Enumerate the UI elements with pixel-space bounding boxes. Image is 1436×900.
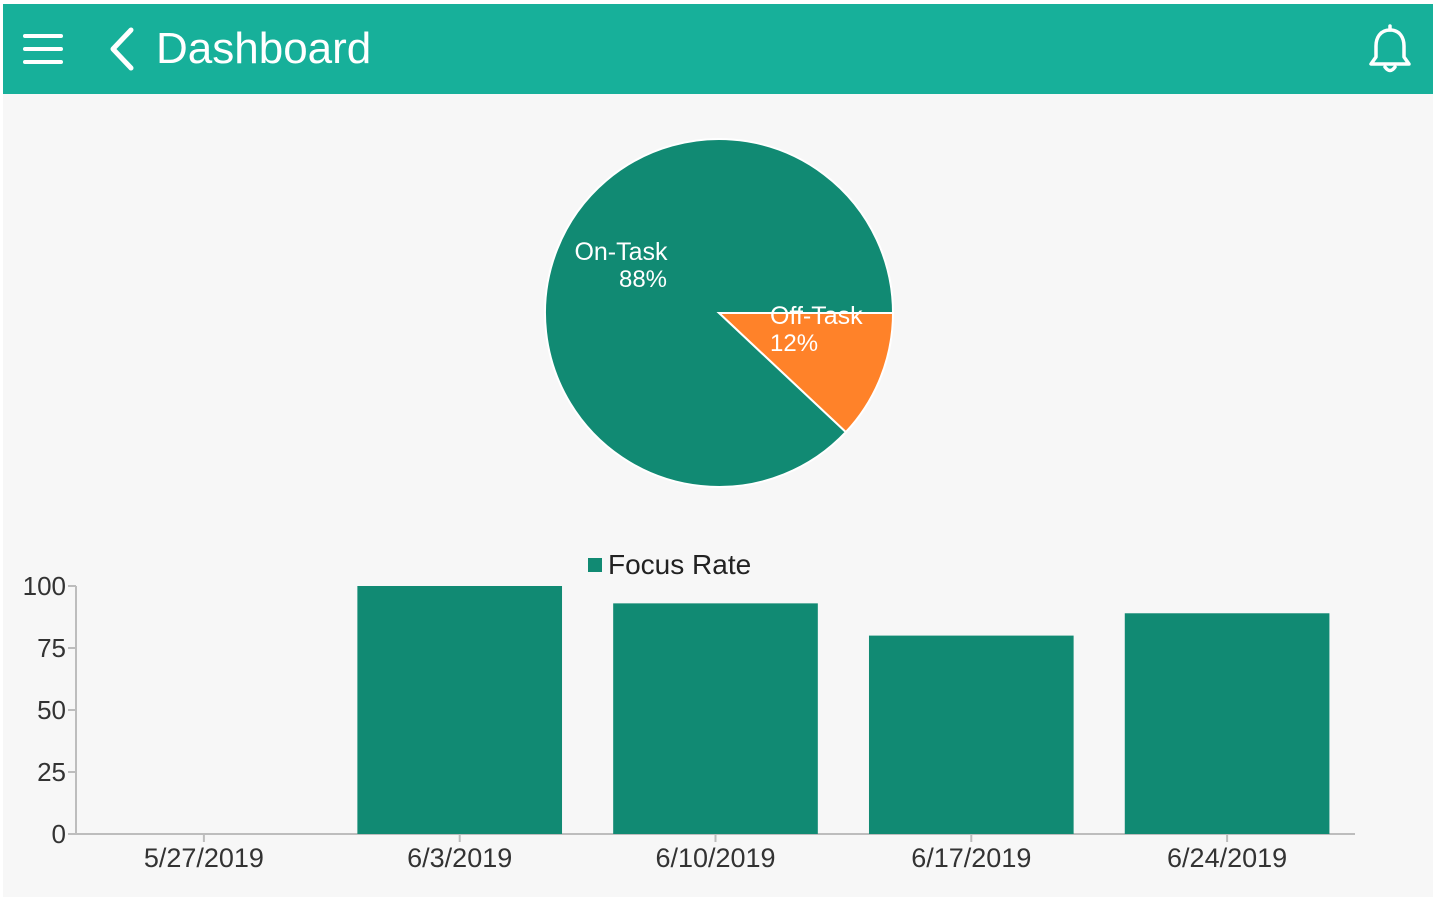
x-tick-label: 6/10/2019 [655, 843, 775, 873]
bar-6/3/2019 [357, 586, 563, 834]
bar-6/17/2019 [868, 635, 1074, 834]
x-tick-label: 5/27/2019 [144, 843, 264, 873]
on-off-task-pie-chart: On-Task 88% Off-Task 12% [538, 132, 900, 494]
x-tick-label: 6/3/2019 [407, 843, 512, 873]
x-tick-label: 6/17/2019 [911, 843, 1031, 873]
pie-label-off-task: Off-Task [770, 302, 863, 330]
app-screen: Dashboard On-Task 88% Off-Task 12% Focus Ra… [3, 4, 1433, 897]
pie-value-off-task: 12% [770, 330, 818, 357]
hamburger-menu-icon [23, 34, 63, 64]
pie-label-on-task: On-Task [574, 238, 668, 266]
y-tick-label: 75 [37, 633, 66, 663]
notifications-button[interactable] [1365, 24, 1415, 76]
x-tick-label: 6/24/2019 [1167, 843, 1287, 873]
page-title: Dashboard [156, 24, 372, 73]
bar-6/24/2019 [1124, 613, 1330, 834]
back-button[interactable] [103, 24, 143, 74]
y-tick-label: 50 [37, 695, 66, 725]
header-bar: Dashboard [3, 4, 1433, 94]
chevron-left-icon [110, 27, 134, 71]
menu-button[interactable] [19, 26, 69, 72]
pie-value-on-task: 88% [619, 266, 667, 293]
y-tick-label: 0 [52, 819, 66, 849]
bar-chart-legend: Focus Rate [588, 548, 751, 582]
pie-slice-on-task [544, 138, 895, 488]
pie-slice-off-task [716, 312, 895, 434]
y-tick-label: 100 [23, 574, 66, 601]
legend-swatch [588, 558, 602, 572]
bar-6/10/2019 [613, 603, 818, 834]
legend-label: Focus Rate [608, 549, 752, 580]
y-tick-label: 25 [37, 757, 66, 787]
focus-rate-bar-chart: 0 25 50 75 100 5/27/2019 6/3/2019 6/10/2019 6/17… [3, 574, 1433, 897]
bell-icon [1369, 24, 1411, 73]
